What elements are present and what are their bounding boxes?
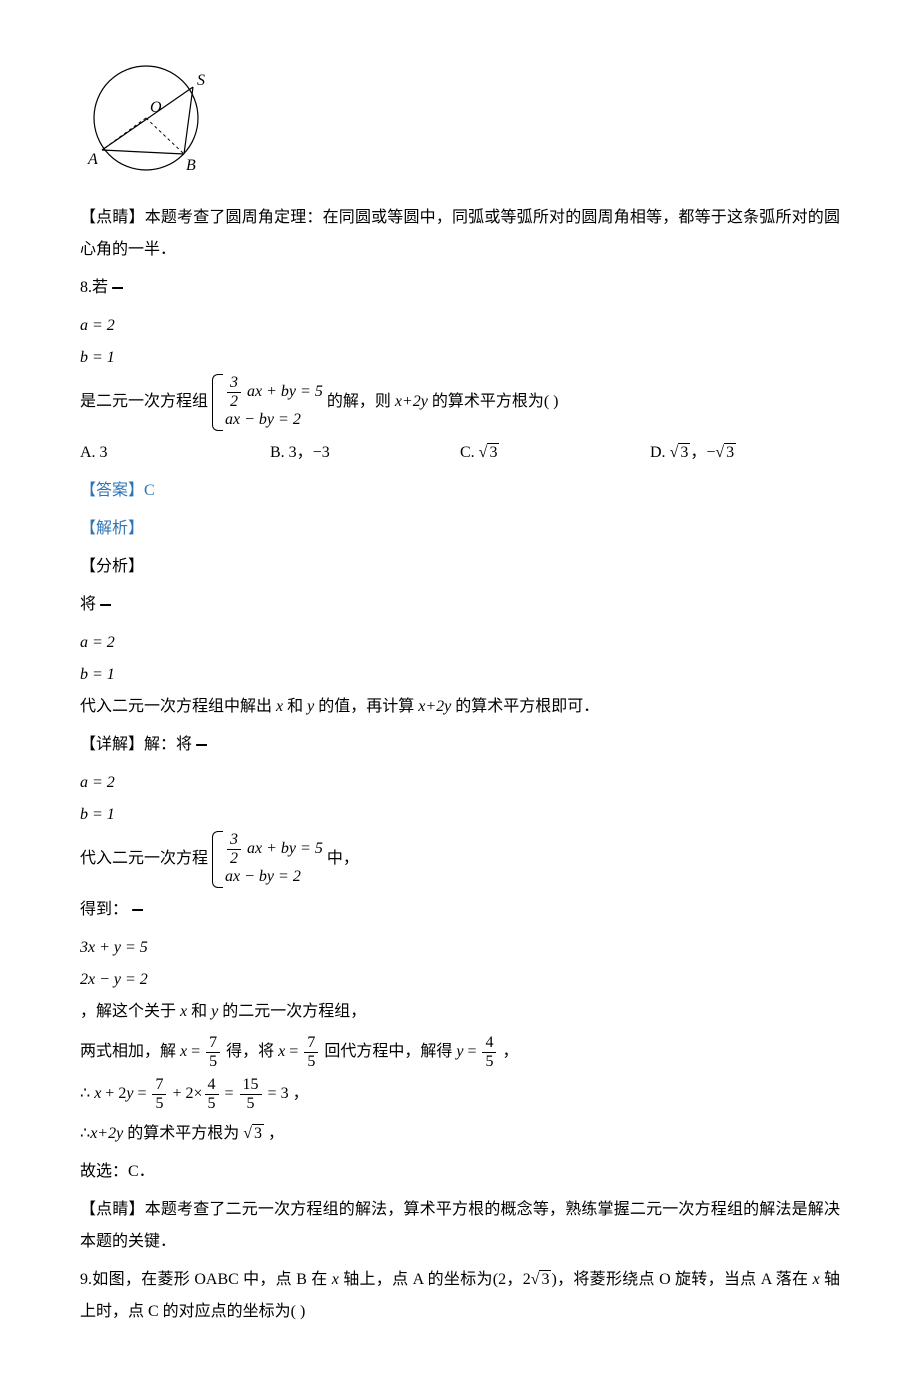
sys-eqs-2: 32 ax + by = 5 ax − by = 2 — [212, 831, 323, 888]
sys-xy — [132, 909, 145, 911]
fenxi-label: 【分析】 — [80, 551, 840, 583]
opt-d: D. √3，−√3 — [650, 437, 840, 469]
svg-text:B: B — [186, 157, 196, 174]
diagram-svg: O S A B — [80, 60, 220, 180]
q8-detail-1: 【详解】解：将 — [80, 729, 840, 761]
opt-b: B. 3，−3 — [270, 437, 460, 469]
q8-detail-4: ∴ x + 2y = 75 + 2×45 = 155 = 3 ， — [80, 1076, 840, 1112]
q8-options: A. 3 B. 3，−3 C. √3 D. √3，−√3 — [80, 437, 840, 469]
q8-detail-5: ∴x+2y 的算术平方根为 √3 ， — [80, 1118, 840, 1150]
svg-text:A: A — [87, 151, 98, 168]
sys-eqs: 32 ax + by = 5 ax − by = 2 — [212, 374, 323, 431]
circle-diagram: O S A B — [80, 60, 840, 192]
q8-detail-3: 两式相加，解 x = 75 得，将 x = 75 回代方程中，解得 y = 45… — [80, 1034, 840, 1070]
sys-ab-3 — [196, 744, 209, 746]
svg-text:O: O — [150, 99, 162, 116]
q8-detail-2: 得到： — [80, 894, 840, 926]
jiexi-label: 【解析】 — [80, 513, 840, 545]
svg-text:S: S — [197, 72, 205, 89]
opt-a: A. 3 — [80, 437, 270, 469]
opt-c: C. √3 — [460, 437, 650, 469]
q8-stem: 8.若 — [80, 272, 840, 304]
answer-label: 【答案】C — [80, 475, 840, 507]
sys-ab-2 — [100, 604, 113, 606]
comment-q8: 【点睛】本题考查了二元一次方程组的解法，算术平方根的概念等，熟练掌握二元一次方程… — [80, 1194, 840, 1258]
sys-ab — [112, 287, 125, 289]
q8-analysis: 将 — [80, 589, 840, 621]
comment-q7: 【点睛】本题考查了圆周角定理：在同圆或等圆中，同弧或等弧所对的圆周角相等，都等于… — [80, 202, 840, 266]
q9-stem: 9.如图，在菱形 OABC 中，点 B 在 x 轴上，点 A 的坐标为(2，2√… — [80, 1264, 840, 1328]
q8-conclusion: 故选：C． — [80, 1156, 840, 1188]
